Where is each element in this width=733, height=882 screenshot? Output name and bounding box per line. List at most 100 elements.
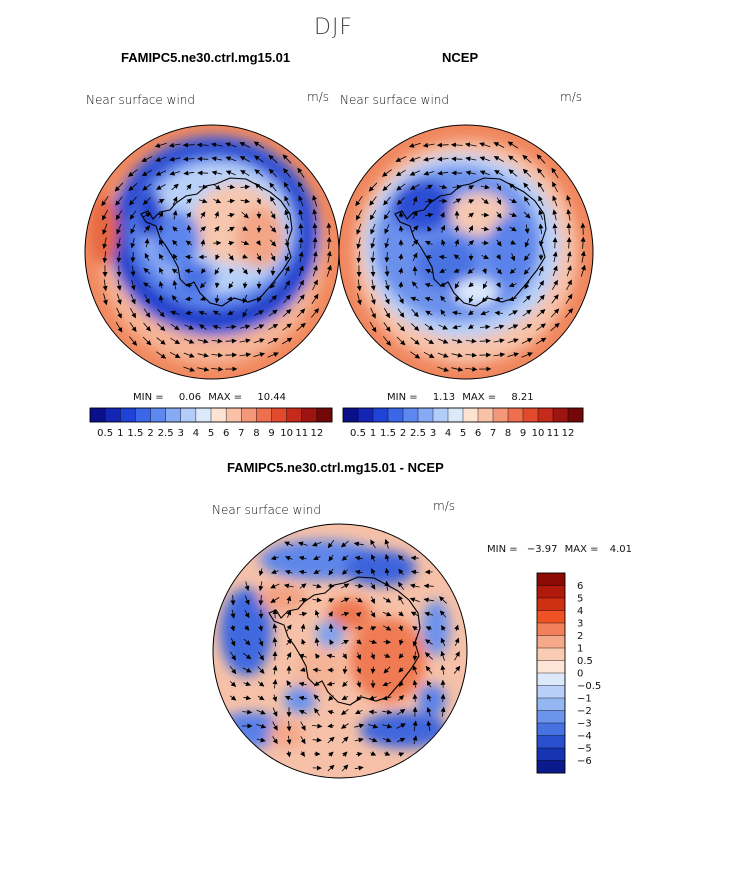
- wind-vector-arrow: [508, 296, 517, 302]
- wind-vector-arrow: [116, 237, 122, 249]
- wind-vector-arrow: [115, 196, 123, 206]
- wind-vector-arrow: [523, 295, 531, 303]
- wind-vector-arrow: [552, 265, 558, 277]
- colorbar-swatch: [536, 672, 566, 687]
- wind-vector-arrow: [243, 695, 252, 701]
- wind-vector-arrow: [327, 723, 335, 729]
- wind-vector-arrow: [371, 568, 376, 576]
- wind-vector-arrow: [382, 737, 392, 743]
- wind-vector-arrow: [299, 583, 307, 589]
- wind-vector-arrow: [130, 293, 136, 305]
- wind-vector-arrow: [229, 695, 237, 701]
- wind-vector-arrow: [242, 294, 248, 304]
- wind-vector-arrow: [580, 236, 586, 249]
- colorbar-swatch: [477, 407, 494, 423]
- wind-vector-arrow: [267, 338, 279, 344]
- wind-vector-arrow: [383, 210, 391, 220]
- panel3-map-border: [212, 523, 468, 779]
- wind-vector-arrow: [200, 226, 206, 232]
- wind-vector-arrow: [454, 281, 460, 289]
- panel1-min-value: 0.06: [178, 392, 202, 403]
- wind-vector-arrow: [396, 183, 406, 191]
- wind-vector-arrow: [396, 737, 406, 743]
- wind-vector-arrow: [495, 282, 501, 288]
- colorbar-swatch: [271, 407, 288, 423]
- wind-vector-arrow: [370, 610, 376, 618]
- colorbar-swatch: [462, 407, 479, 423]
- wind-vector-arrow: [398, 695, 405, 701]
- wind-vector-arrow: [370, 751, 377, 756]
- wind-vector-arrow: [156, 323, 166, 331]
- wind-vector-arrow: [411, 281, 419, 289]
- wind-vector-arrow: [408, 142, 421, 148]
- wind-vector-arrow: [102, 251, 108, 264]
- wind-vector-arrow: [368, 737, 378, 743]
- wind-vector-arrow: [426, 680, 432, 688]
- wind-vector-arrow: [468, 225, 474, 233]
- wind-vector-arrow: [465, 142, 477, 148]
- wind-vector-arrow: [552, 223, 558, 235]
- wind-vector-arrow: [129, 210, 137, 220]
- wind-vector-arrow: [225, 324, 237, 330]
- wind-vector-arrow: [239, 352, 252, 358]
- wind-vector-arrow: [479, 156, 491, 162]
- wind-vector-arrow: [384, 251, 390, 263]
- wind-vector-arrow: [227, 212, 235, 218]
- wind-vector-arrow: [284, 265, 290, 276]
- wind-vector-arrow: [228, 240, 235, 246]
- wind-vector-arrow: [354, 737, 364, 743]
- colorbar-swatch: [135, 407, 152, 423]
- wind-vector-arrow: [382, 709, 393, 715]
- wind-vector-arrow: [199, 324, 207, 330]
- wind-vector-arrow: [243, 638, 251, 646]
- wind-vector-arrow: [481, 197, 489, 205]
- wind-vector-arrow: [566, 237, 572, 249]
- wind-vector-arrow: [200, 295, 206, 301]
- wind-vector-arrow: [356, 680, 362, 688]
- panel2-wind-vectors: [355, 141, 586, 372]
- wind-vector-arrow: [242, 281, 248, 289]
- wind-vector-arrow: [255, 240, 261, 246]
- wind-vector-arrow: [342, 653, 348, 660]
- season-title: DJF: [314, 15, 354, 40]
- wind-vector-arrow: [197, 156, 209, 162]
- wind-vector-arrow: [452, 310, 462, 316]
- wind-vector-arrow: [538, 195, 544, 206]
- wind-vector-arrow: [282, 323, 292, 331]
- wind-vector-arrow: [270, 211, 276, 220]
- wind-vector-arrow: [230, 594, 236, 606]
- wind-vector-arrow: [566, 265, 572, 277]
- wind-vector-arrow: [424, 611, 434, 617]
- wind-vector-arrow: [550, 308, 560, 318]
- colorbar-tick-label: 9: [520, 428, 526, 439]
- colorbar-tick-label: 12: [311, 428, 324, 439]
- colorbar-tick-label: 0: [577, 669, 583, 680]
- colorbar-swatch: [536, 722, 566, 737]
- wind-vector-arrow: [439, 610, 447, 618]
- wind-vector-arrow: [268, 154, 278, 164]
- wind-vector-arrow: [244, 610, 250, 619]
- wind-vector-arrow: [355, 583, 364, 589]
- panel2-min-value: 1.13: [432, 392, 456, 403]
- wind-vector-arrow: [211, 142, 223, 148]
- wind-vector-arrow: [453, 268, 461, 273]
- wind-vector-arrow: [552, 181, 558, 193]
- wind-vector-arrow: [452, 198, 462, 204]
- wind-vector-arrow: [297, 167, 305, 179]
- wind-vector-arrow: [312, 541, 322, 547]
- wind-vector-arrow: [397, 581, 405, 591]
- wind-vector-arrow: [369, 196, 377, 206]
- wind-vector-arrow: [271, 569, 279, 575]
- wind-vector-arrow: [398, 681, 404, 687]
- wind-vector-arrow: [272, 707, 278, 717]
- wind-vector-arrow: [370, 596, 376, 604]
- wind-vector-arrow: [356, 279, 362, 292]
- wind-vector-arrow: [355, 709, 363, 715]
- wind-vector-arrow: [327, 611, 333, 617]
- wind-vector-arrow: [425, 665, 433, 674]
- colorbar-tick-label: −0.5: [577, 681, 601, 692]
- wind-vector-arrow: [355, 611, 362, 618]
- wind-vector-arrow: [198, 310, 208, 316]
- wind-vector-arrow: [440, 295, 446, 303]
- wind-vector-arrow: [244, 625, 250, 631]
